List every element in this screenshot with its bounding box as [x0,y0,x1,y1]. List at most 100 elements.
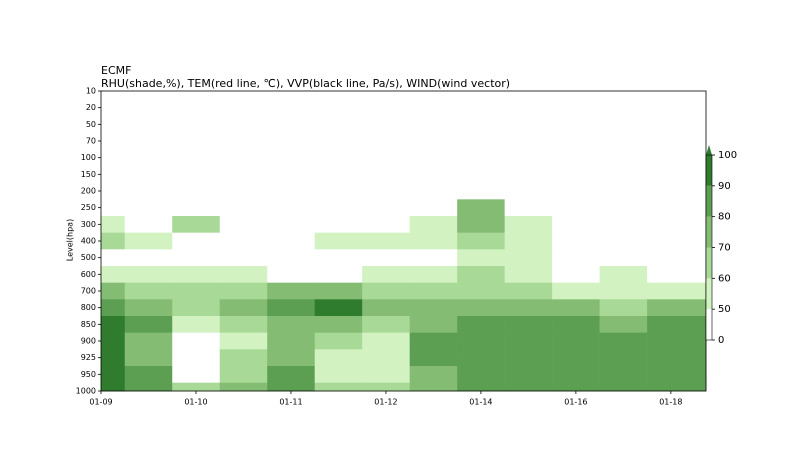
rhu-cell [409,182,458,200]
rhu-cell [101,216,126,233]
y-tick-label: 1000 [76,387,96,396]
rhu-cell [172,366,221,383]
rhu-cell [599,166,648,183]
rhu-cell [599,249,648,267]
rhu-cell [124,349,173,367]
rhu-cell [101,182,126,200]
rhu-cell [219,332,268,350]
rhu-cell [599,199,648,217]
y-tick-label: 600 [81,270,96,279]
rhu-cell [267,132,315,150]
rhu-cell [457,199,505,217]
rhu-cell [267,382,315,392]
rhu-cell [314,166,363,183]
rhu-cell [552,332,600,350]
rhu-cell [172,349,221,367]
rhu-cell [647,182,707,200]
rhu-cell [172,166,221,183]
rhu-cell [647,166,707,183]
rhu-cell [172,282,221,300]
rhu-cell [409,266,458,283]
rhu-cell [504,349,553,367]
rhu-cell [504,249,553,267]
rhu-cell [552,166,600,183]
rhu-cell [457,349,505,367]
rhu-cell [219,349,268,367]
rhu-cell [267,332,315,350]
rhu-cell [172,199,221,217]
rhu-cell [101,99,126,117]
rhu-cell [647,149,707,167]
rhu-cell [457,132,505,150]
rhu-cell [267,182,315,200]
rhu-cell [647,299,707,317]
x-tick-label: 01-11 [279,398,302,407]
rhu-cell [124,99,173,117]
rhu-cell [267,216,315,233]
rhu-cell [124,249,173,267]
rhu-cell [647,332,707,350]
rhu-cell [457,266,505,283]
rhu-cell [552,91,600,100]
rhu-cell [314,91,363,100]
colorbar-extend [706,145,712,155]
rhu-cell [124,316,173,333]
rhu-cell [362,182,410,200]
rhu-cell [504,91,553,100]
rhu-cell [124,366,173,383]
rhu-cell [267,232,315,250]
rhu-cell [409,316,458,333]
rhu-cell [314,349,363,367]
rhu-cell [647,349,707,367]
rhu-cell [172,232,221,250]
rhu-cell [314,299,363,317]
colorbar-tick-label: 100 [718,150,737,161]
rhu-cell [409,116,458,133]
rhu-cell [552,149,600,167]
rhu-cell [124,299,173,317]
rhu-cell [219,166,268,183]
rhu-cell [647,249,707,267]
x-tick-label: 01-16 [564,398,587,407]
rhu-cell [101,149,126,167]
rhu-cell [409,349,458,367]
rhu-cell [314,99,363,117]
rhu-cell [314,332,363,350]
rhu-cell [362,91,410,100]
rhu-cell [457,216,505,233]
rhu-cell [314,132,363,150]
colorbar-tick-label: 80 [718,212,731,223]
rhu-cell [409,216,458,233]
rhu-cell [552,132,600,150]
rhu-cell [124,382,173,392]
colorbar-tick-label: 60 [718,273,731,284]
rhu-cell [552,116,600,133]
y-tick-label: 250 [81,203,96,212]
rhu-cell [504,299,553,317]
x-tick-label: 01-12 [374,398,397,407]
rhu-cell [124,149,173,167]
rhu-cell [362,132,410,150]
rhu-cell [504,282,553,300]
rhu-cell [552,349,600,367]
y-tick-label: 400 [81,237,96,246]
rhu-cell [599,282,648,300]
rhu-cell [219,266,268,283]
rhu-cell [457,299,505,317]
rhu-cell [124,91,173,100]
rhu-cell [172,99,221,117]
rhu-cell [504,232,553,250]
rhu-cell [219,382,268,392]
rhu-cell [267,299,315,317]
rhu-cell [219,299,268,317]
rhu-cell [219,182,268,200]
rhu-cell [552,316,600,333]
rhu-cell [314,149,363,167]
rhu-cell [124,332,173,350]
rhu-cell [647,99,707,117]
y-tick-label: 50 [86,120,96,129]
rhu-cell [314,366,363,383]
rhu-cell [552,249,600,267]
rhu-cell [267,249,315,267]
